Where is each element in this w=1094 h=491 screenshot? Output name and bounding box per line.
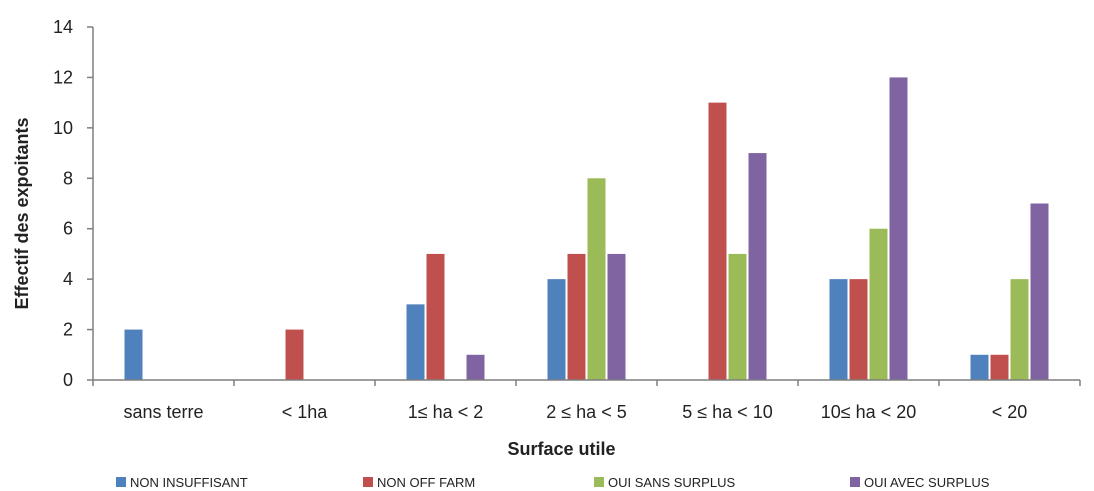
bar xyxy=(970,354,989,380)
bar xyxy=(607,253,626,380)
bar xyxy=(406,304,425,380)
x-category-label: 1≤ ha < 2 xyxy=(408,402,483,422)
bar xyxy=(708,102,727,381)
x-category-labels: sans terre < 1ha 1≤ ha < 2 2 ≤ ha < 5 5 ≤ ha… xyxy=(123,402,1027,422)
bars-group xyxy=(124,77,1049,381)
x-axis-title: Surface utile xyxy=(507,439,615,459)
y-tick-label: 2 xyxy=(63,320,73,340)
legend-swatch xyxy=(594,477,604,487)
y-tick-label: 0 xyxy=(63,370,73,390)
axes-group xyxy=(87,26,1081,386)
x-category-label: sans terre xyxy=(123,402,203,422)
y-tick-label: 6 xyxy=(63,219,73,239)
y-tick-label: 14 xyxy=(53,17,73,37)
legend-swatch xyxy=(363,477,373,487)
legend-label: NON OFF FARM xyxy=(377,475,475,490)
legend-label: OUI SANS SURPLUS xyxy=(608,475,735,490)
y-tick-labels: 0 2 4 6 8 10 12 14 xyxy=(53,17,73,390)
x-category-label: < 1ha xyxy=(282,402,329,422)
bar xyxy=(748,153,767,380)
y-tick-label: 10 xyxy=(53,118,73,138)
bar xyxy=(567,253,586,380)
x-category-label: 5 ≤ ha < 10 xyxy=(682,402,772,422)
bar xyxy=(829,279,848,380)
legend-label: NON INSUFFISANT xyxy=(130,475,248,490)
bar xyxy=(547,279,566,380)
x-category-label: 10≤ ha < 20 xyxy=(821,402,916,422)
legend-swatch xyxy=(850,477,860,487)
y-axis-title: Effectif des expoitants xyxy=(12,117,32,309)
bar xyxy=(990,354,1009,380)
x-category-label: 2 ≤ ha < 5 xyxy=(546,402,626,422)
bar xyxy=(587,178,606,380)
bar xyxy=(869,228,888,380)
bar xyxy=(1010,279,1029,380)
legend-label: OUI AVEC SURPLUS xyxy=(864,475,990,490)
legend: NON INSUFFISANT NON OFF FARM OUI SANS SURP… xyxy=(116,475,990,490)
bar xyxy=(466,354,485,380)
bar xyxy=(728,253,747,380)
y-tick-label: 12 xyxy=(53,67,73,87)
bar xyxy=(849,279,868,380)
y-tick-label: 8 xyxy=(63,168,73,188)
y-tick-label: 4 xyxy=(63,269,73,289)
legend-swatch xyxy=(116,477,126,487)
bar xyxy=(889,77,908,380)
bar xyxy=(124,329,143,380)
x-category-label: < 20 xyxy=(992,402,1028,422)
bar xyxy=(285,329,304,380)
bar xyxy=(1030,203,1049,380)
bar xyxy=(426,253,445,380)
